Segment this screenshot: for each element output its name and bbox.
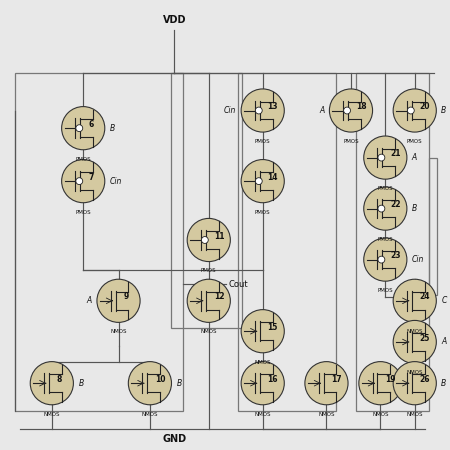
Circle shape bbox=[255, 107, 262, 114]
Circle shape bbox=[329, 89, 373, 132]
Circle shape bbox=[76, 125, 83, 131]
Text: PMOS: PMOS bbox=[76, 210, 91, 215]
Text: NMOS: NMOS bbox=[142, 412, 158, 417]
Text: 9: 9 bbox=[123, 292, 129, 302]
Text: PMOS: PMOS bbox=[378, 288, 393, 293]
Circle shape bbox=[241, 89, 284, 132]
Circle shape bbox=[128, 362, 171, 405]
Text: PMOS: PMOS bbox=[378, 186, 393, 191]
Text: PMOS: PMOS bbox=[407, 139, 423, 144]
Text: 22: 22 bbox=[390, 200, 400, 209]
Text: PMOS: PMOS bbox=[201, 269, 216, 274]
Text: 11: 11 bbox=[214, 232, 224, 241]
Circle shape bbox=[364, 136, 407, 179]
Circle shape bbox=[393, 89, 436, 132]
Text: PMOS: PMOS bbox=[343, 139, 359, 144]
Text: 12: 12 bbox=[214, 292, 224, 302]
Circle shape bbox=[393, 279, 436, 322]
Text: 25: 25 bbox=[420, 333, 430, 342]
Text: 20: 20 bbox=[420, 102, 430, 111]
Text: 19: 19 bbox=[385, 375, 396, 384]
Text: B: B bbox=[110, 124, 115, 133]
Text: PMOS: PMOS bbox=[76, 157, 91, 162]
Text: NMOS: NMOS bbox=[406, 329, 423, 334]
Circle shape bbox=[62, 107, 105, 150]
Circle shape bbox=[202, 237, 208, 243]
Circle shape bbox=[97, 279, 140, 322]
Circle shape bbox=[305, 362, 348, 405]
Circle shape bbox=[344, 107, 351, 114]
Bar bbox=[356, 73, 429, 411]
Text: NMOS: NMOS bbox=[110, 329, 127, 334]
Circle shape bbox=[241, 362, 284, 405]
Text: 10: 10 bbox=[155, 375, 165, 384]
Text: 15: 15 bbox=[268, 323, 278, 332]
Text: Cin: Cin bbox=[110, 177, 122, 186]
Circle shape bbox=[187, 279, 230, 322]
Text: 18: 18 bbox=[356, 102, 366, 111]
Text: VDD: VDD bbox=[163, 15, 186, 25]
Circle shape bbox=[378, 205, 385, 212]
Text: 6: 6 bbox=[88, 120, 93, 129]
Text: B: B bbox=[176, 379, 182, 388]
Text: B: B bbox=[412, 204, 417, 213]
Circle shape bbox=[364, 187, 407, 230]
Circle shape bbox=[407, 107, 414, 114]
Circle shape bbox=[359, 362, 402, 405]
Text: NMOS: NMOS bbox=[406, 412, 423, 417]
Circle shape bbox=[393, 362, 436, 405]
Text: Cin: Cin bbox=[412, 255, 424, 264]
Circle shape bbox=[364, 238, 407, 281]
Text: NMOS: NMOS bbox=[372, 412, 389, 417]
Text: NMOS: NMOS bbox=[318, 412, 335, 417]
Circle shape bbox=[187, 218, 230, 261]
Text: PMOS: PMOS bbox=[378, 237, 393, 242]
Text: 23: 23 bbox=[390, 251, 400, 260]
Circle shape bbox=[393, 320, 436, 364]
Circle shape bbox=[378, 256, 385, 263]
Text: GND: GND bbox=[162, 434, 186, 444]
Bar bbox=[14, 73, 183, 411]
Bar bbox=[171, 73, 242, 328]
Circle shape bbox=[30, 362, 73, 405]
Text: 17: 17 bbox=[331, 375, 342, 384]
Circle shape bbox=[62, 160, 105, 202]
Text: 24: 24 bbox=[420, 292, 430, 302]
Text: A: A bbox=[441, 338, 446, 346]
Text: NMOS: NMOS bbox=[201, 329, 217, 334]
Text: NMOS: NMOS bbox=[406, 370, 423, 375]
Text: PMOS: PMOS bbox=[255, 139, 270, 144]
Text: Cout: Cout bbox=[229, 279, 248, 288]
Text: B: B bbox=[441, 106, 446, 115]
Text: 13: 13 bbox=[268, 102, 278, 111]
Text: B: B bbox=[78, 379, 84, 388]
Text: C: C bbox=[441, 296, 446, 305]
Text: 8: 8 bbox=[57, 375, 62, 384]
Text: B: B bbox=[441, 379, 446, 388]
Text: NMOS: NMOS bbox=[254, 412, 271, 417]
Circle shape bbox=[76, 178, 83, 184]
Text: A: A bbox=[412, 153, 417, 162]
Text: 7: 7 bbox=[88, 173, 94, 182]
Text: PMOS: PMOS bbox=[255, 210, 270, 215]
Text: 14: 14 bbox=[268, 173, 278, 182]
Text: 26: 26 bbox=[420, 375, 430, 384]
Text: A: A bbox=[319, 106, 324, 115]
Circle shape bbox=[241, 310, 284, 353]
Text: NMOS: NMOS bbox=[254, 360, 271, 364]
Circle shape bbox=[255, 178, 262, 184]
Text: A: A bbox=[87, 296, 92, 305]
Bar bbox=[238, 73, 336, 411]
Text: Cin: Cin bbox=[224, 106, 236, 115]
Text: 16: 16 bbox=[268, 375, 278, 384]
Text: 21: 21 bbox=[390, 149, 400, 158]
Text: NMOS: NMOS bbox=[44, 412, 60, 417]
Bar bbox=[429, 158, 437, 295]
Circle shape bbox=[241, 160, 284, 202]
Circle shape bbox=[378, 154, 385, 161]
